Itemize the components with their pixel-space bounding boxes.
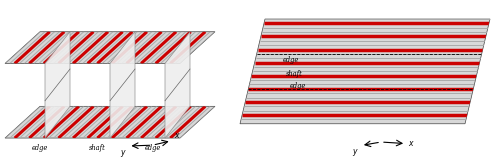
Polygon shape [5, 32, 215, 63]
Text: edge: edge [144, 144, 160, 152]
Polygon shape [165, 32, 190, 138]
Text: edge: edge [282, 56, 299, 64]
Text: $y$: $y$ [352, 147, 359, 158]
Text: $x$: $x$ [174, 131, 180, 140]
Text: edge: edge [32, 144, 48, 152]
Text: shaft: shaft [286, 70, 303, 78]
Polygon shape [45, 32, 70, 138]
Polygon shape [5, 106, 215, 138]
Text: $y$: $y$ [120, 148, 126, 159]
Text: shaft: shaft [89, 144, 106, 152]
Text: $x$: $x$ [408, 139, 415, 148]
Text: edge: edge [290, 82, 306, 90]
Polygon shape [240, 19, 490, 124]
Polygon shape [110, 32, 135, 138]
